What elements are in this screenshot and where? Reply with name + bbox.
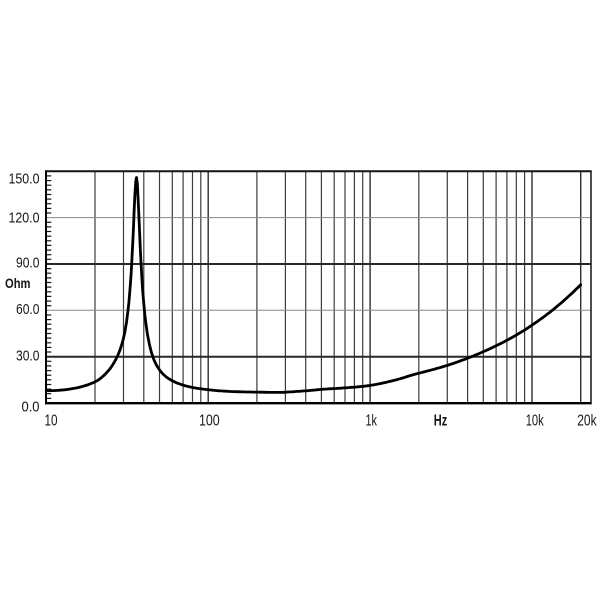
svg-text:100: 100 xyxy=(199,413,220,430)
svg-text:120.0: 120.0 xyxy=(9,211,40,227)
svg-text:10k: 10k xyxy=(526,413,545,430)
svg-text:150.0: 150.0 xyxy=(9,171,40,187)
svg-text:Hz: Hz xyxy=(434,413,448,430)
svg-text:1k: 1k xyxy=(365,413,377,430)
svg-text:30.0: 30.0 xyxy=(16,349,40,365)
svg-text:90.0: 90.0 xyxy=(16,256,40,272)
svg-text:20k: 20k xyxy=(577,413,597,430)
svg-text:60.0: 60.0 xyxy=(16,302,40,318)
svg-text:0.0: 0.0 xyxy=(22,400,40,416)
svg-text:Ohm: Ohm xyxy=(5,276,31,292)
svg-text:10: 10 xyxy=(45,413,58,430)
